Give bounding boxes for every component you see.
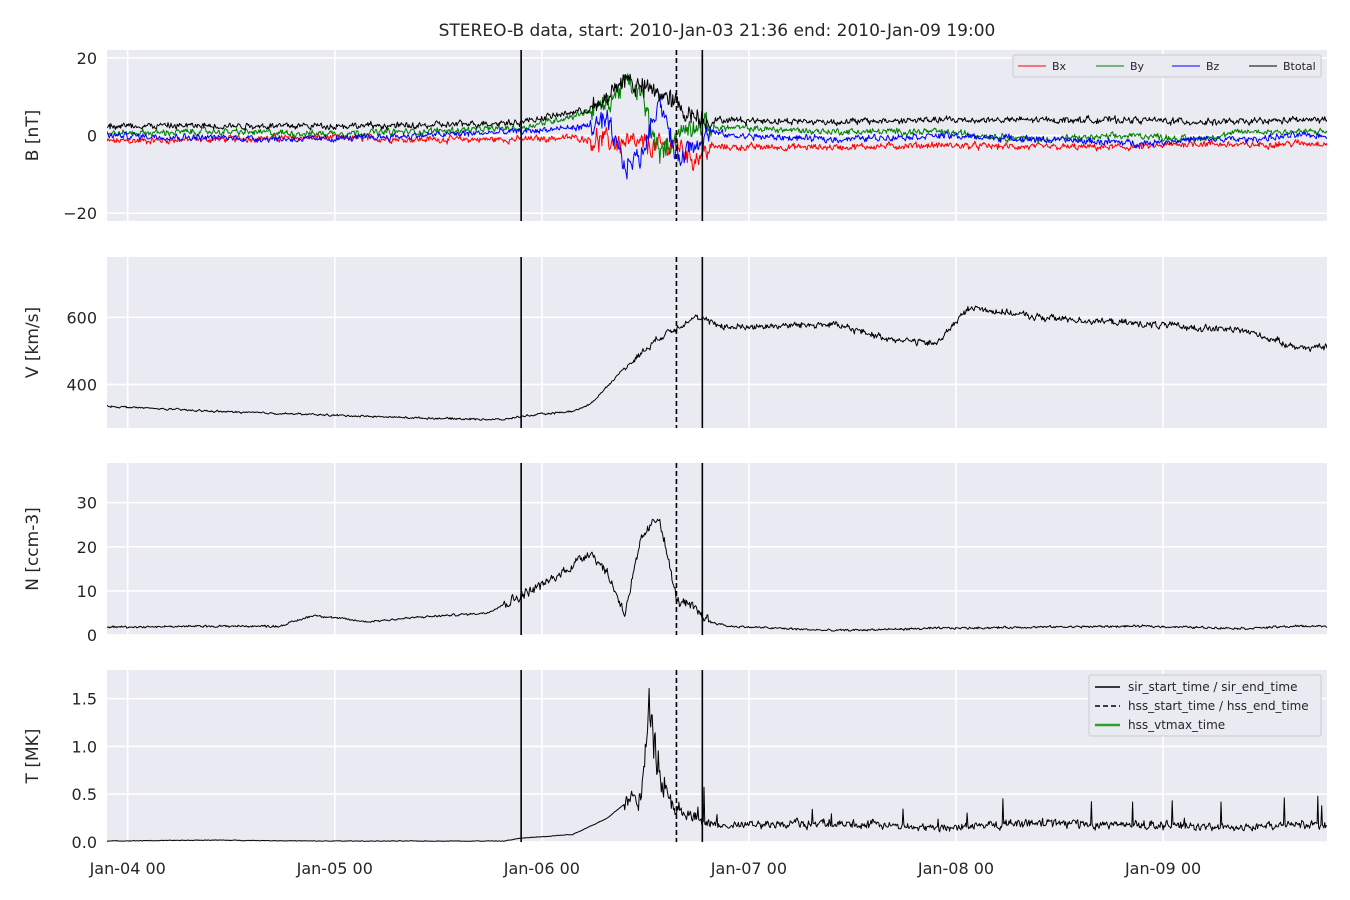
y-tick-label: 0.5 bbox=[72, 785, 97, 804]
event-legend: sir_start_time / sir_end_time hss_start_t… bbox=[1088, 674, 1322, 737]
series-n-line bbox=[107, 518, 1327, 632]
series-bx-line bbox=[107, 127, 1327, 171]
legend-label: sir_start_time / sir_end_time bbox=[1128, 680, 1298, 694]
series-group bbox=[107, 73, 1327, 180]
legend-label: hss_start_time / hss_end_time bbox=[1128, 699, 1309, 713]
y-tick-label: 0 bbox=[87, 127, 97, 146]
chart-title: STEREO-B data, start: 2010-Jan-03 21:36 … bbox=[439, 21, 996, 41]
panel-0: −20 0 20 B [nT] Bx By Bz Btotal bbox=[23, 49, 1327, 223]
series-bz-line bbox=[107, 93, 1327, 180]
x-tick-label: Jan-05 00 bbox=[296, 859, 373, 878]
y-tick-label: 30 bbox=[77, 494, 97, 513]
y-tick-label: 20 bbox=[77, 538, 97, 557]
series-v-line bbox=[107, 305, 1327, 421]
y-tick-label: 600 bbox=[66, 308, 97, 327]
legend: Bx By Bz Btotal bbox=[1012, 54, 1322, 78]
series-btotal-line bbox=[107, 73, 1327, 131]
legend-box bbox=[1088, 674, 1322, 737]
legend-label: By bbox=[1130, 60, 1145, 73]
plot-area bbox=[107, 257, 1327, 428]
series-t-line bbox=[107, 687, 1327, 842]
y-tick-label: 20 bbox=[77, 49, 97, 68]
x-tick-label: Jan-06 00 bbox=[503, 859, 580, 878]
legend-label: hss_vtmax_time bbox=[1128, 718, 1225, 732]
series-group bbox=[107, 518, 1327, 632]
y-tick-label: −20 bbox=[63, 204, 97, 223]
panel-1: 400 600 V [km/s] bbox=[23, 257, 1327, 428]
y-axis-label: T [MK] bbox=[23, 729, 43, 785]
y-axis-label: N [ccm-3] bbox=[23, 507, 43, 591]
y-tick-label: 1.5 bbox=[72, 690, 97, 709]
y-axis-label: V [km/s] bbox=[23, 307, 43, 378]
x-tick-label: Jan-08 00 bbox=[917, 859, 994, 878]
y-tick-label: 1.0 bbox=[72, 737, 97, 756]
legend-box bbox=[1012, 54, 1322, 78]
panel-2: 0 10 20 30 N [ccm-3] bbox=[23, 463, 1327, 645]
y-tick-label: 0 bbox=[87, 626, 97, 645]
series-by-line bbox=[107, 73, 1327, 164]
legend-label: Btotal bbox=[1283, 60, 1316, 73]
x-tick-label: Jan-09 00 bbox=[1124, 859, 1201, 878]
panel-3: 0.0 0.5 1.0 1.5 T [MK] sir_start_time / sir_e… bbox=[23, 670, 1327, 878]
y-axis-label: B [nT] bbox=[23, 110, 43, 162]
legend-label: Bz bbox=[1206, 60, 1220, 73]
legend-label: Bx bbox=[1052, 60, 1067, 73]
series-group bbox=[107, 687, 1327, 842]
y-tick-label: 10 bbox=[77, 582, 97, 601]
y-tick-label: 400 bbox=[66, 375, 97, 394]
plot-area bbox=[107, 463, 1327, 635]
x-tick-label: Jan-04 00 bbox=[89, 859, 166, 878]
series-group bbox=[107, 305, 1327, 421]
y-tick-label: 0.0 bbox=[72, 833, 97, 852]
x-tick-label: Jan-07 00 bbox=[710, 859, 787, 878]
